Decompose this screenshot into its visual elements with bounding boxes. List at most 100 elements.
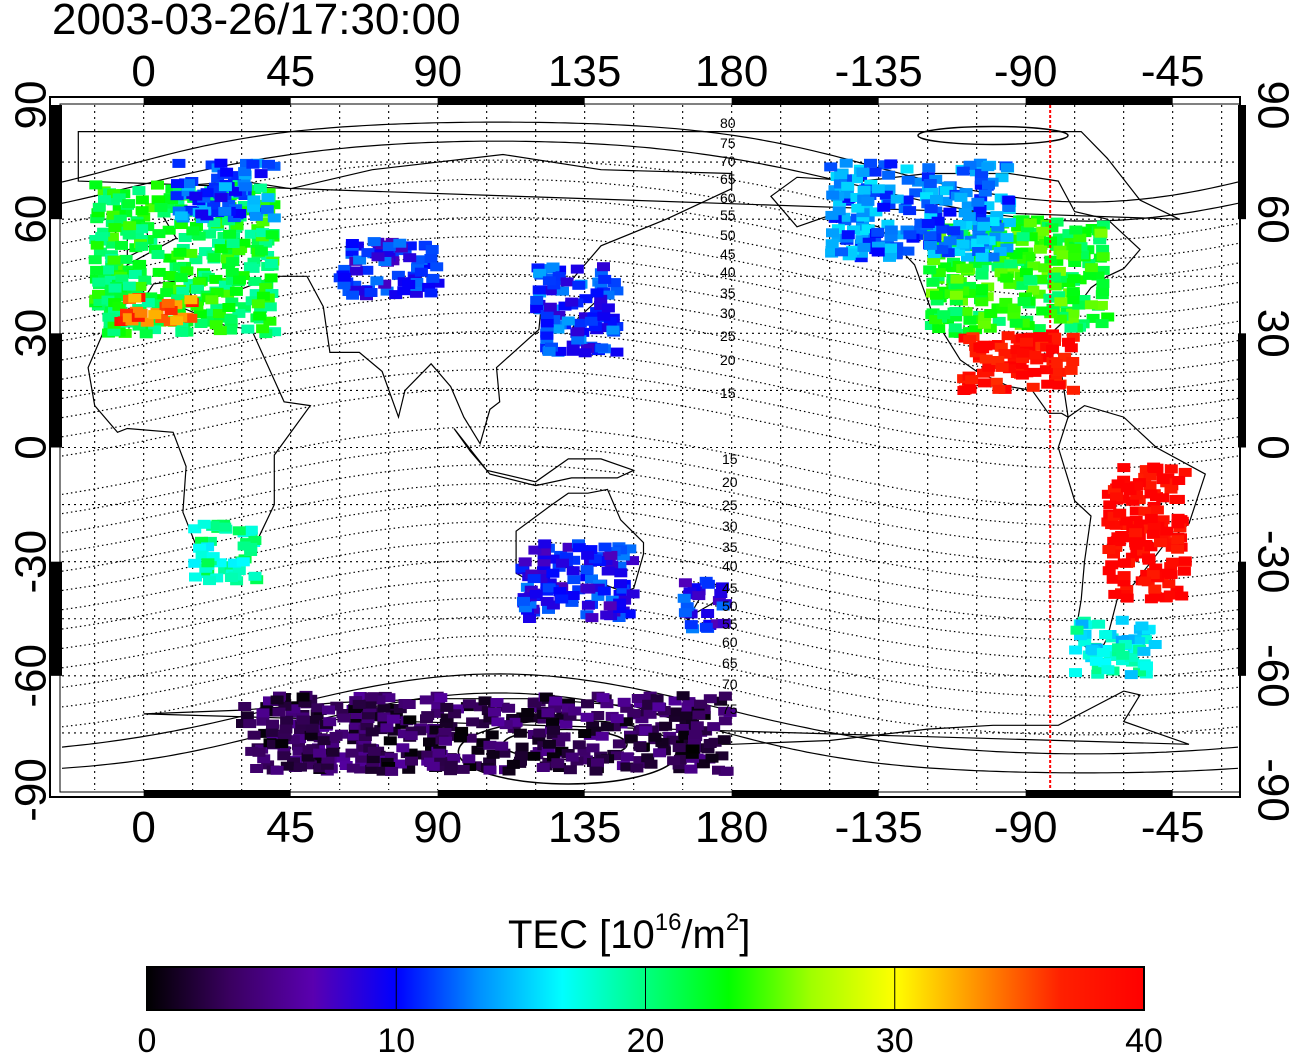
tec-cell [367, 237, 381, 247]
lat-tick-label-left: 90 [7, 81, 56, 130]
tec-cell [614, 568, 628, 578]
tec-cell [1075, 250, 1089, 260]
tec-cell [345, 239, 359, 248]
tec-cell [245, 746, 259, 756]
tec-cell [932, 324, 946, 334]
tec-cell [426, 761, 440, 771]
tec-cell [1169, 495, 1183, 504]
tec-cell [571, 327, 585, 337]
tec-cell [624, 734, 638, 744]
tec-cell [211, 208, 225, 218]
lat-tick-label-right: -60 [1248, 644, 1292, 708]
tec-cell [405, 756, 418, 766]
tec-cell [272, 707, 286, 717]
frame-bar-right [1238, 561, 1246, 676]
tec-cell [694, 699, 707, 709]
contour-line [62, 635, 1238, 717]
colorbar-tick-label: 30 [876, 1022, 914, 1057]
colorbar: TEC [1016/m2] 0 10 20 30 40 [138, 909, 1163, 1057]
tec-cell [236, 557, 250, 567]
tec-cell [207, 200, 221, 210]
tec-cell [701, 744, 715, 754]
tec-cell [191, 284, 204, 294]
tec-cell [884, 232, 898, 242]
tec-cell [90, 240, 104, 250]
tec-cell [680, 711, 694, 721]
tec-cell [113, 214, 127, 224]
tec-cell [346, 763, 360, 773]
tec-cell [365, 764, 379, 774]
axis-tick-labels: 0045459090135135180180-135-135-90-90-45-… [7, 47, 1292, 852]
tec-cell [567, 555, 581, 565]
tec-cell [206, 521, 220, 531]
tec-cell [347, 731, 361, 741]
tec-cell [686, 744, 700, 754]
tec-cell [542, 346, 556, 356]
tec-cell [712, 765, 725, 775]
tec-cell [152, 229, 166, 239]
tec-cell [89, 180, 103, 190]
tec-cell [623, 544, 637, 554]
tec-cell [1170, 585, 1184, 595]
tec-cell [969, 325, 983, 335]
tec-cell [133, 259, 147, 269]
tec-cell [248, 276, 262, 286]
tec-cell [393, 759, 407, 769]
tec-cell [572, 740, 586, 750]
tec-cell [1117, 558, 1131, 568]
tec-cell [257, 754, 271, 764]
tec-cell [364, 288, 378, 297]
tec-cell [193, 309, 207, 319]
tec-cell [1171, 513, 1185, 523]
lat-tick-label-right: 60 [1248, 195, 1292, 244]
tec-cell [378, 257, 392, 266]
tec-cell [597, 586, 611, 596]
contour-line [62, 311, 1238, 393]
tec-cell [1150, 505, 1164, 515]
tec-cell [1156, 493, 1170, 503]
tec-cell [678, 578, 692, 588]
tec-cell [1069, 225, 1083, 235]
tec-cell [882, 184, 896, 194]
tec-cell [601, 566, 615, 576]
tec-cell [313, 763, 327, 773]
tec-cell [403, 715, 417, 725]
tec-cell [532, 735, 546, 745]
tec-cell [584, 316, 598, 326]
tec-cell [1023, 218, 1037, 228]
tec-cell [1068, 251, 1082, 261]
tec-cell [883, 252, 896, 262]
tec-cell [161, 298, 175, 308]
tec-cell [210, 573, 224, 583]
tec-cell [532, 747, 546, 757]
tec-cell [277, 746, 291, 756]
tec-cell [1038, 263, 1052, 273]
tec-cell [540, 310, 554, 319]
tec-cell [707, 722, 721, 732]
tec-cell [243, 719, 257, 729]
tec-cell [633, 741, 647, 751]
tec-cell [565, 297, 579, 307]
tec-cell [854, 248, 868, 258]
tec-cell [594, 268, 608, 278]
lon-tick-label-top: 135 [548, 47, 621, 96]
tec-cell [194, 319, 208, 328]
tec-cell [203, 576, 216, 586]
tec-cell [214, 193, 228, 203]
tec-cell [588, 322, 602, 332]
tec-cell [162, 281, 176, 291]
tec-cell [903, 206, 917, 216]
tec-cell [927, 256, 941, 266]
tec-cell [974, 175, 988, 185]
tec-cell [433, 762, 447, 772]
tec-cell [1022, 251, 1036, 261]
tec-cell [1161, 568, 1175, 578]
tec-cell [1148, 640, 1162, 649]
tec-cell [982, 362, 996, 372]
tec-cell [421, 750, 435, 760]
tec-cell [1064, 323, 1078, 333]
lat-tick-label-left: 0 [7, 435, 56, 459]
tec-cell [98, 290, 112, 300]
tec-cell [973, 205, 987, 214]
tec-cell [558, 301, 572, 311]
